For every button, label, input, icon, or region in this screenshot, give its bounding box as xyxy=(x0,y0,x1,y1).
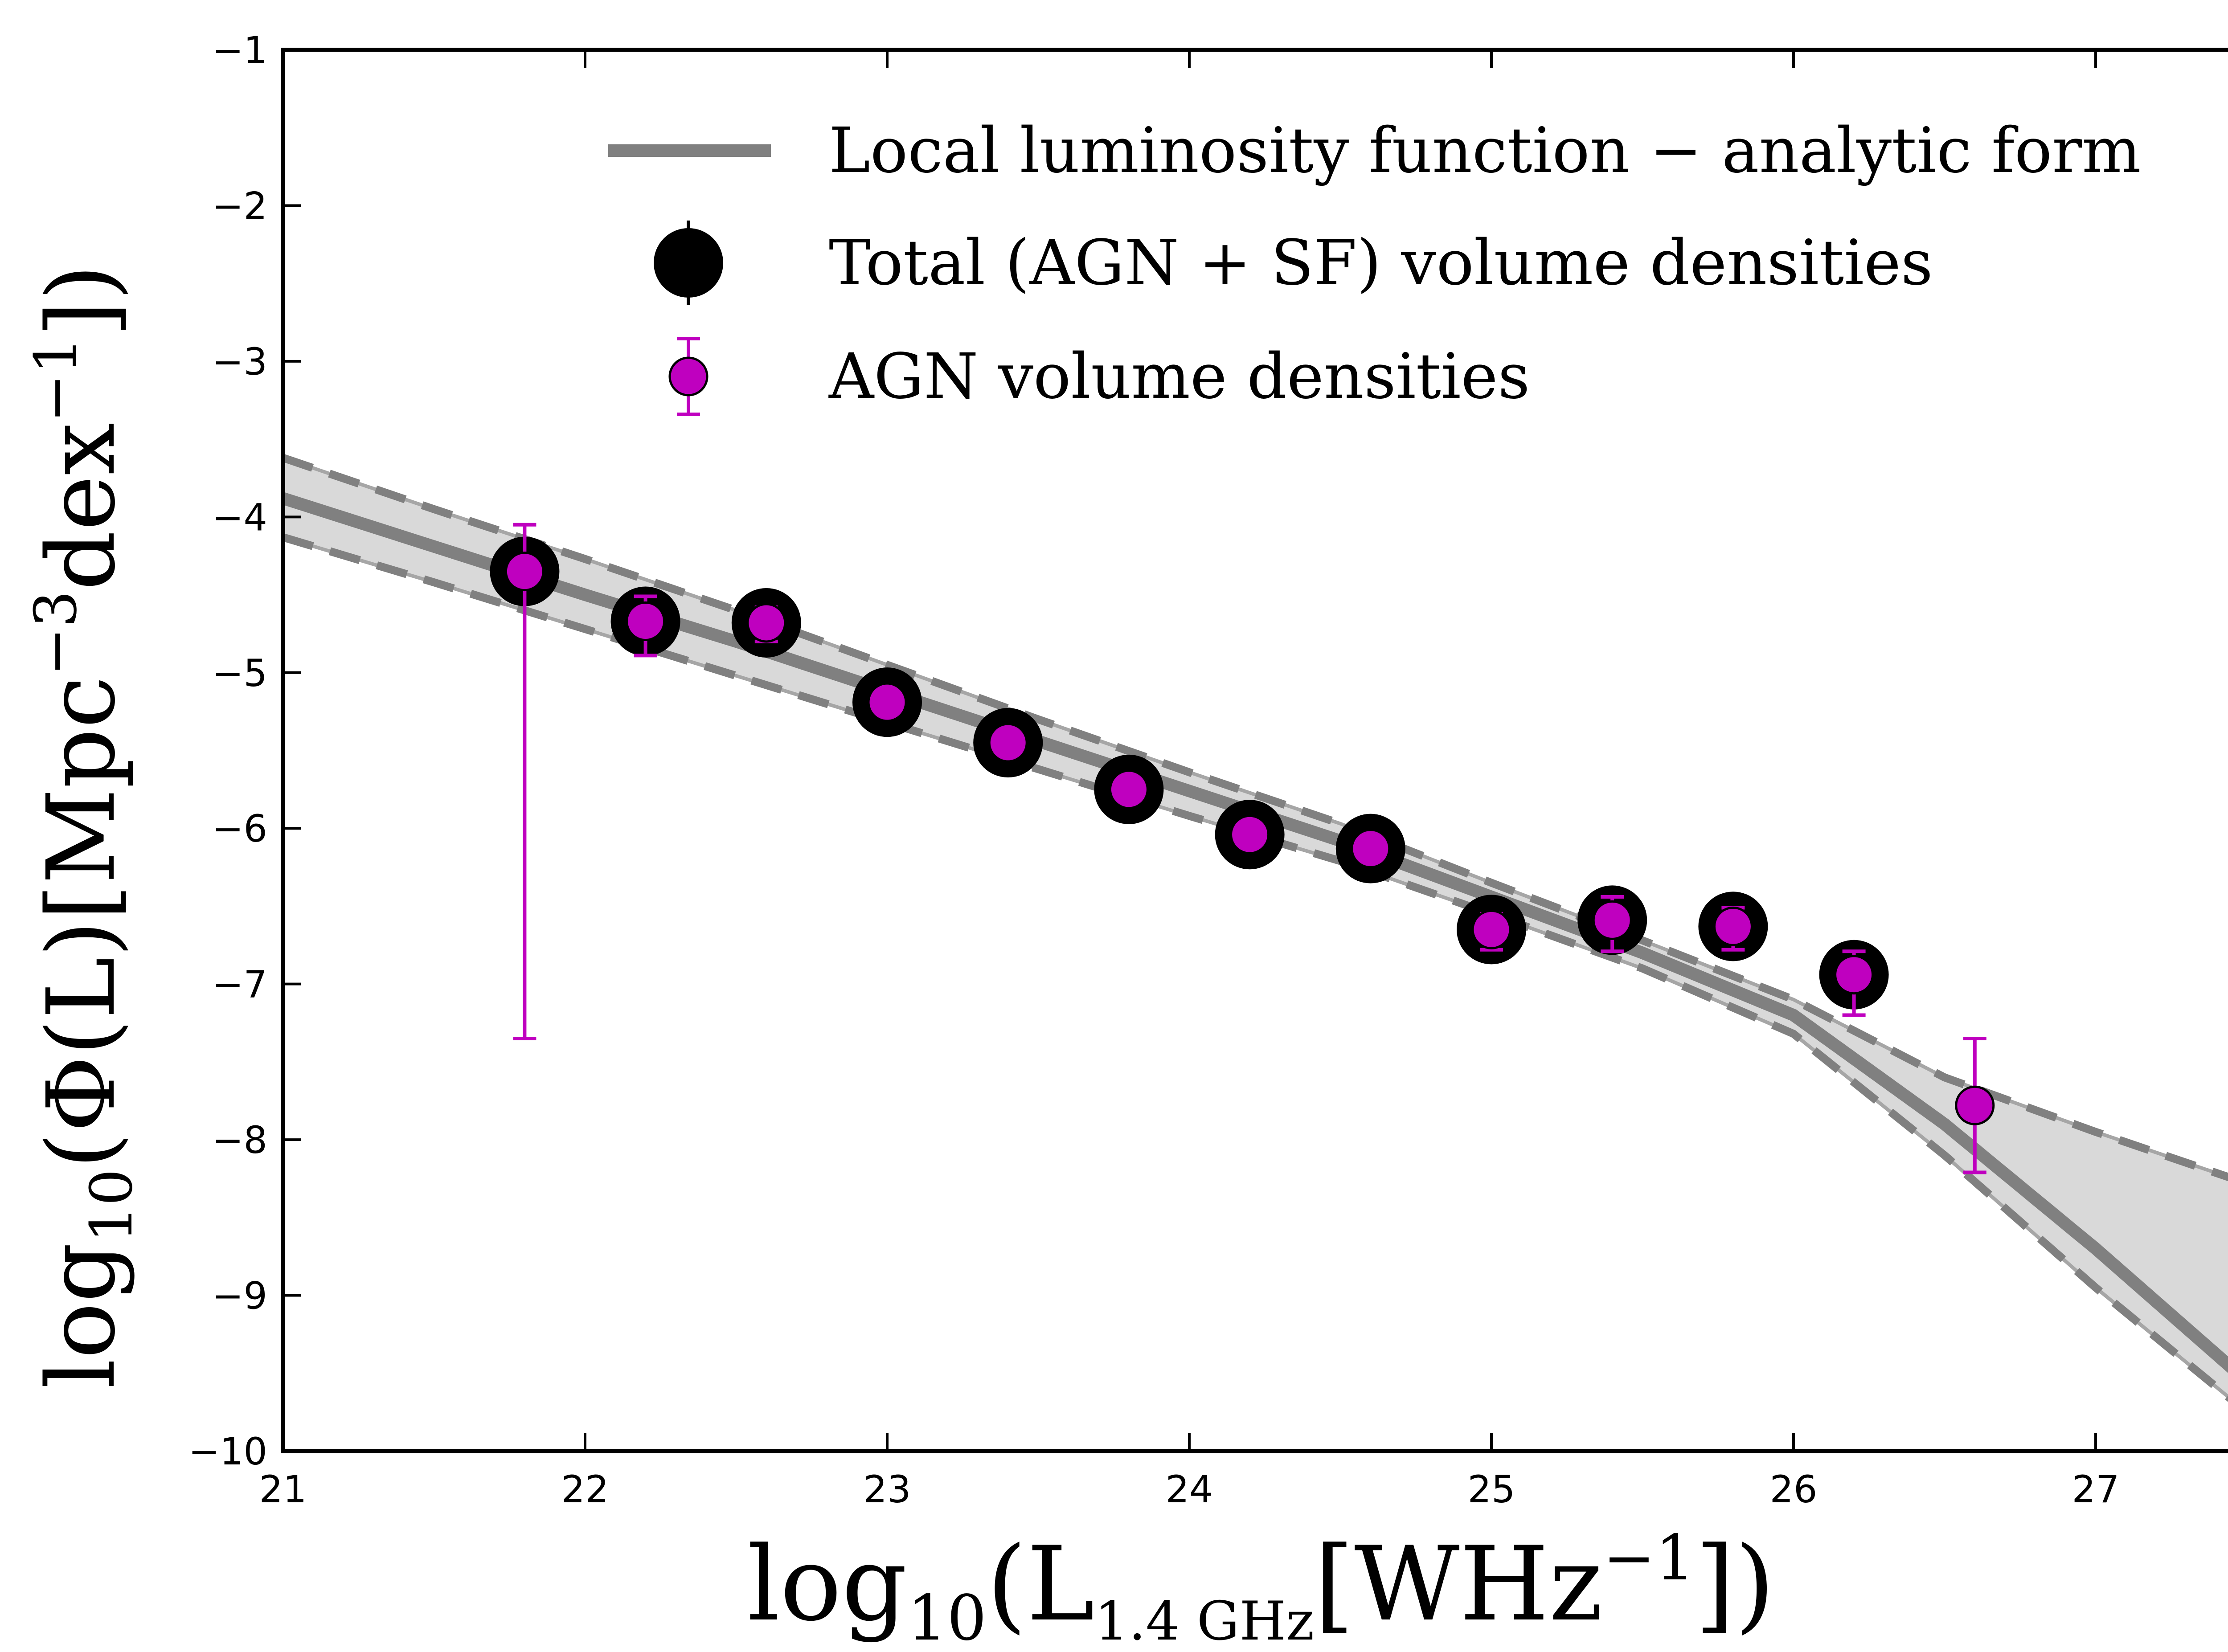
agn-density-point xyxy=(1955,1085,1995,1125)
legend-entry-label: Local luminosity function − analytic for… xyxy=(829,114,2141,187)
y-tick-label: −5 xyxy=(212,651,267,695)
agn-density-point xyxy=(867,682,907,722)
y-tick-label: −6 xyxy=(212,807,267,851)
agn-density-point xyxy=(1713,906,1753,946)
agn-density-point xyxy=(1351,829,1391,869)
confidence-band xyxy=(283,458,2228,1397)
axes: 21 22 23 24 25 26 27 −1 −2 −3 −4 −5 −6 −7 −8 −9 −10 xyxy=(188,29,2228,1511)
y-tick-label: −1 xyxy=(212,29,267,72)
x-tick-label: 23 xyxy=(864,1468,911,1511)
y-axis-label: log10(Φ(L)[Mpc−3dex−1]) xyxy=(22,264,145,1389)
x-tick-label: 26 xyxy=(1770,1468,1818,1511)
y-tick-label: −8 xyxy=(212,1118,267,1162)
x-tick-label: 24 xyxy=(1166,1468,1213,1511)
plot-frame xyxy=(281,48,2228,1453)
y-tick-label: −2 xyxy=(212,184,267,228)
y-tick-label: −3 xyxy=(212,340,267,384)
agn-density-point xyxy=(1592,900,1632,940)
agn-density-point xyxy=(504,552,545,592)
upper-bound-dashed-line xyxy=(283,454,2228,1182)
legend-entry-label: AGN volume densities xyxy=(828,340,1530,413)
agn-density-point xyxy=(626,601,666,641)
legend-entry-label: Total (AGN + SF) volume densities xyxy=(829,227,1933,299)
x-axis-label: log10(L1.4 GHz[WHz−1]) xyxy=(747,1522,1775,1652)
y-tick-label: −9 xyxy=(212,1274,267,1318)
legend-agn-marker-swatch xyxy=(668,356,709,397)
agn-density-point xyxy=(988,723,1028,763)
x-tick-label: 25 xyxy=(1468,1468,1515,1511)
plot-area xyxy=(283,454,2228,1402)
legend: Local luminosity function − analytic for… xyxy=(608,114,2141,416)
y-tick-label: −10 xyxy=(188,1430,267,1473)
y-tick-label: −7 xyxy=(212,963,267,1006)
agn-density-point xyxy=(746,603,786,643)
legend-total-marker-swatch xyxy=(654,228,723,298)
agn-density-point xyxy=(1471,909,1511,949)
agn-density-point xyxy=(1834,955,1874,995)
x-tick-label: 27 xyxy=(2072,1468,2120,1511)
x-tick-label: 22 xyxy=(561,1468,609,1511)
x-tick-label: 21 xyxy=(259,1468,307,1511)
y-tick-label: −4 xyxy=(212,495,267,539)
agn-density-point xyxy=(1230,814,1270,855)
agn-density-point xyxy=(1109,769,1149,810)
